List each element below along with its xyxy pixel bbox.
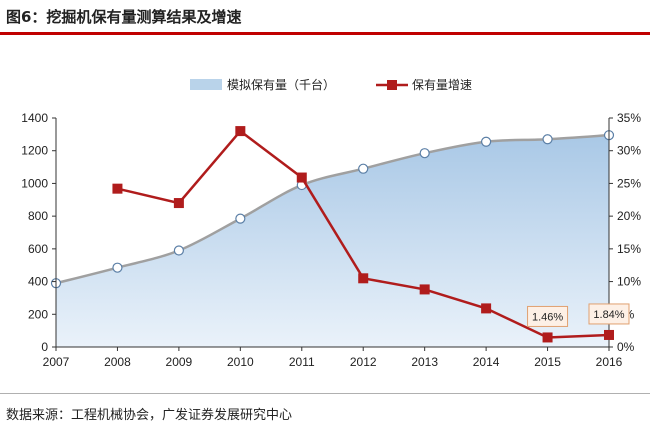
x-tick-label-2013: 2013	[411, 355, 438, 369]
annotation-label-2016: 1.84%	[593, 309, 624, 321]
stock-point-2013	[419, 148, 430, 159]
right-tick-label: 15%	[617, 242, 641, 256]
stock-point-2014	[481, 136, 492, 147]
growth-marker-2014	[481, 303, 492, 314]
x-tick-label-2015: 2015	[534, 355, 561, 369]
right-tick-label: 20%	[617, 209, 641, 223]
stock-point-2009	[173, 245, 184, 256]
left-tick-label: 1000	[21, 176, 48, 190]
x-tick-label-2007: 2007	[43, 355, 70, 369]
right-tick-label: 25%	[617, 176, 641, 190]
legend-line-marker	[387, 80, 397, 90]
growth-marker-2008	[112, 183, 123, 194]
growth-marker-2011	[296, 172, 307, 183]
growth-marker-2013	[419, 284, 430, 295]
stock-area-edge	[55, 133, 610, 285]
left-tick-label: 800	[28, 209, 48, 223]
growth-marker-2012	[358, 273, 369, 284]
stock-point-2015	[542, 134, 553, 145]
growth-marker-2015	[542, 332, 553, 343]
left-tick-label: 1200	[21, 144, 48, 158]
x-tick-label-2010: 2010	[227, 355, 254, 369]
left-tick-label: 0	[41, 340, 48, 354]
legend-area-label: 模拟保有量（千台）	[227, 77, 335, 92]
footer-rule	[0, 393, 650, 394]
legend-line-label: 保有量增速	[412, 78, 472, 92]
x-tick-label-2012: 2012	[350, 355, 377, 369]
x-tick-label-2016: 2016	[596, 355, 623, 369]
right-tick-label: 0%	[617, 340, 635, 354]
x-tick-label-2009: 2009	[166, 355, 193, 369]
chart-area: 02004006008001000120014000%5%10%15%20%25…	[21, 77, 641, 369]
x-tick-label-2011: 2011	[289, 355, 315, 369]
left-tick-label: 600	[28, 242, 48, 256]
left-tick-label: 1400	[21, 111, 48, 125]
growth-marker-2009	[173, 198, 184, 209]
annotation-label-2015: 1.46%	[532, 311, 563, 323]
annotation-box-2015	[527, 305, 569, 327]
growth-marker-2010	[235, 126, 246, 137]
stock-point-2010	[235, 213, 246, 224]
stock-point-2012	[358, 163, 369, 174]
right-tick-label: 30%	[617, 144, 641, 158]
stock-area-fill	[56, 135, 609, 347]
x-tick-label-2014: 2014	[473, 355, 500, 369]
left-tick-label: 200	[28, 307, 48, 321]
growth-marker-2016	[604, 329, 614, 340]
x-tick-label-2008: 2008	[104, 355, 131, 369]
source-note: 数据来源：工程机械协会，广发证券发展研究中心	[6, 408, 293, 423]
left-tick-label: 400	[28, 275, 48, 289]
annotation-box-2016	[588, 303, 630, 325]
right-tick-label: 10%	[617, 275, 641, 289]
legend-area-swatch	[190, 79, 222, 90]
figure-title: 图6：挖掘机保有量测算结果及增速	[6, 8, 242, 26]
right-tick-label: 35%	[617, 111, 641, 125]
stock-point-2008	[112, 262, 123, 273]
title-rule	[0, 32, 650, 35]
